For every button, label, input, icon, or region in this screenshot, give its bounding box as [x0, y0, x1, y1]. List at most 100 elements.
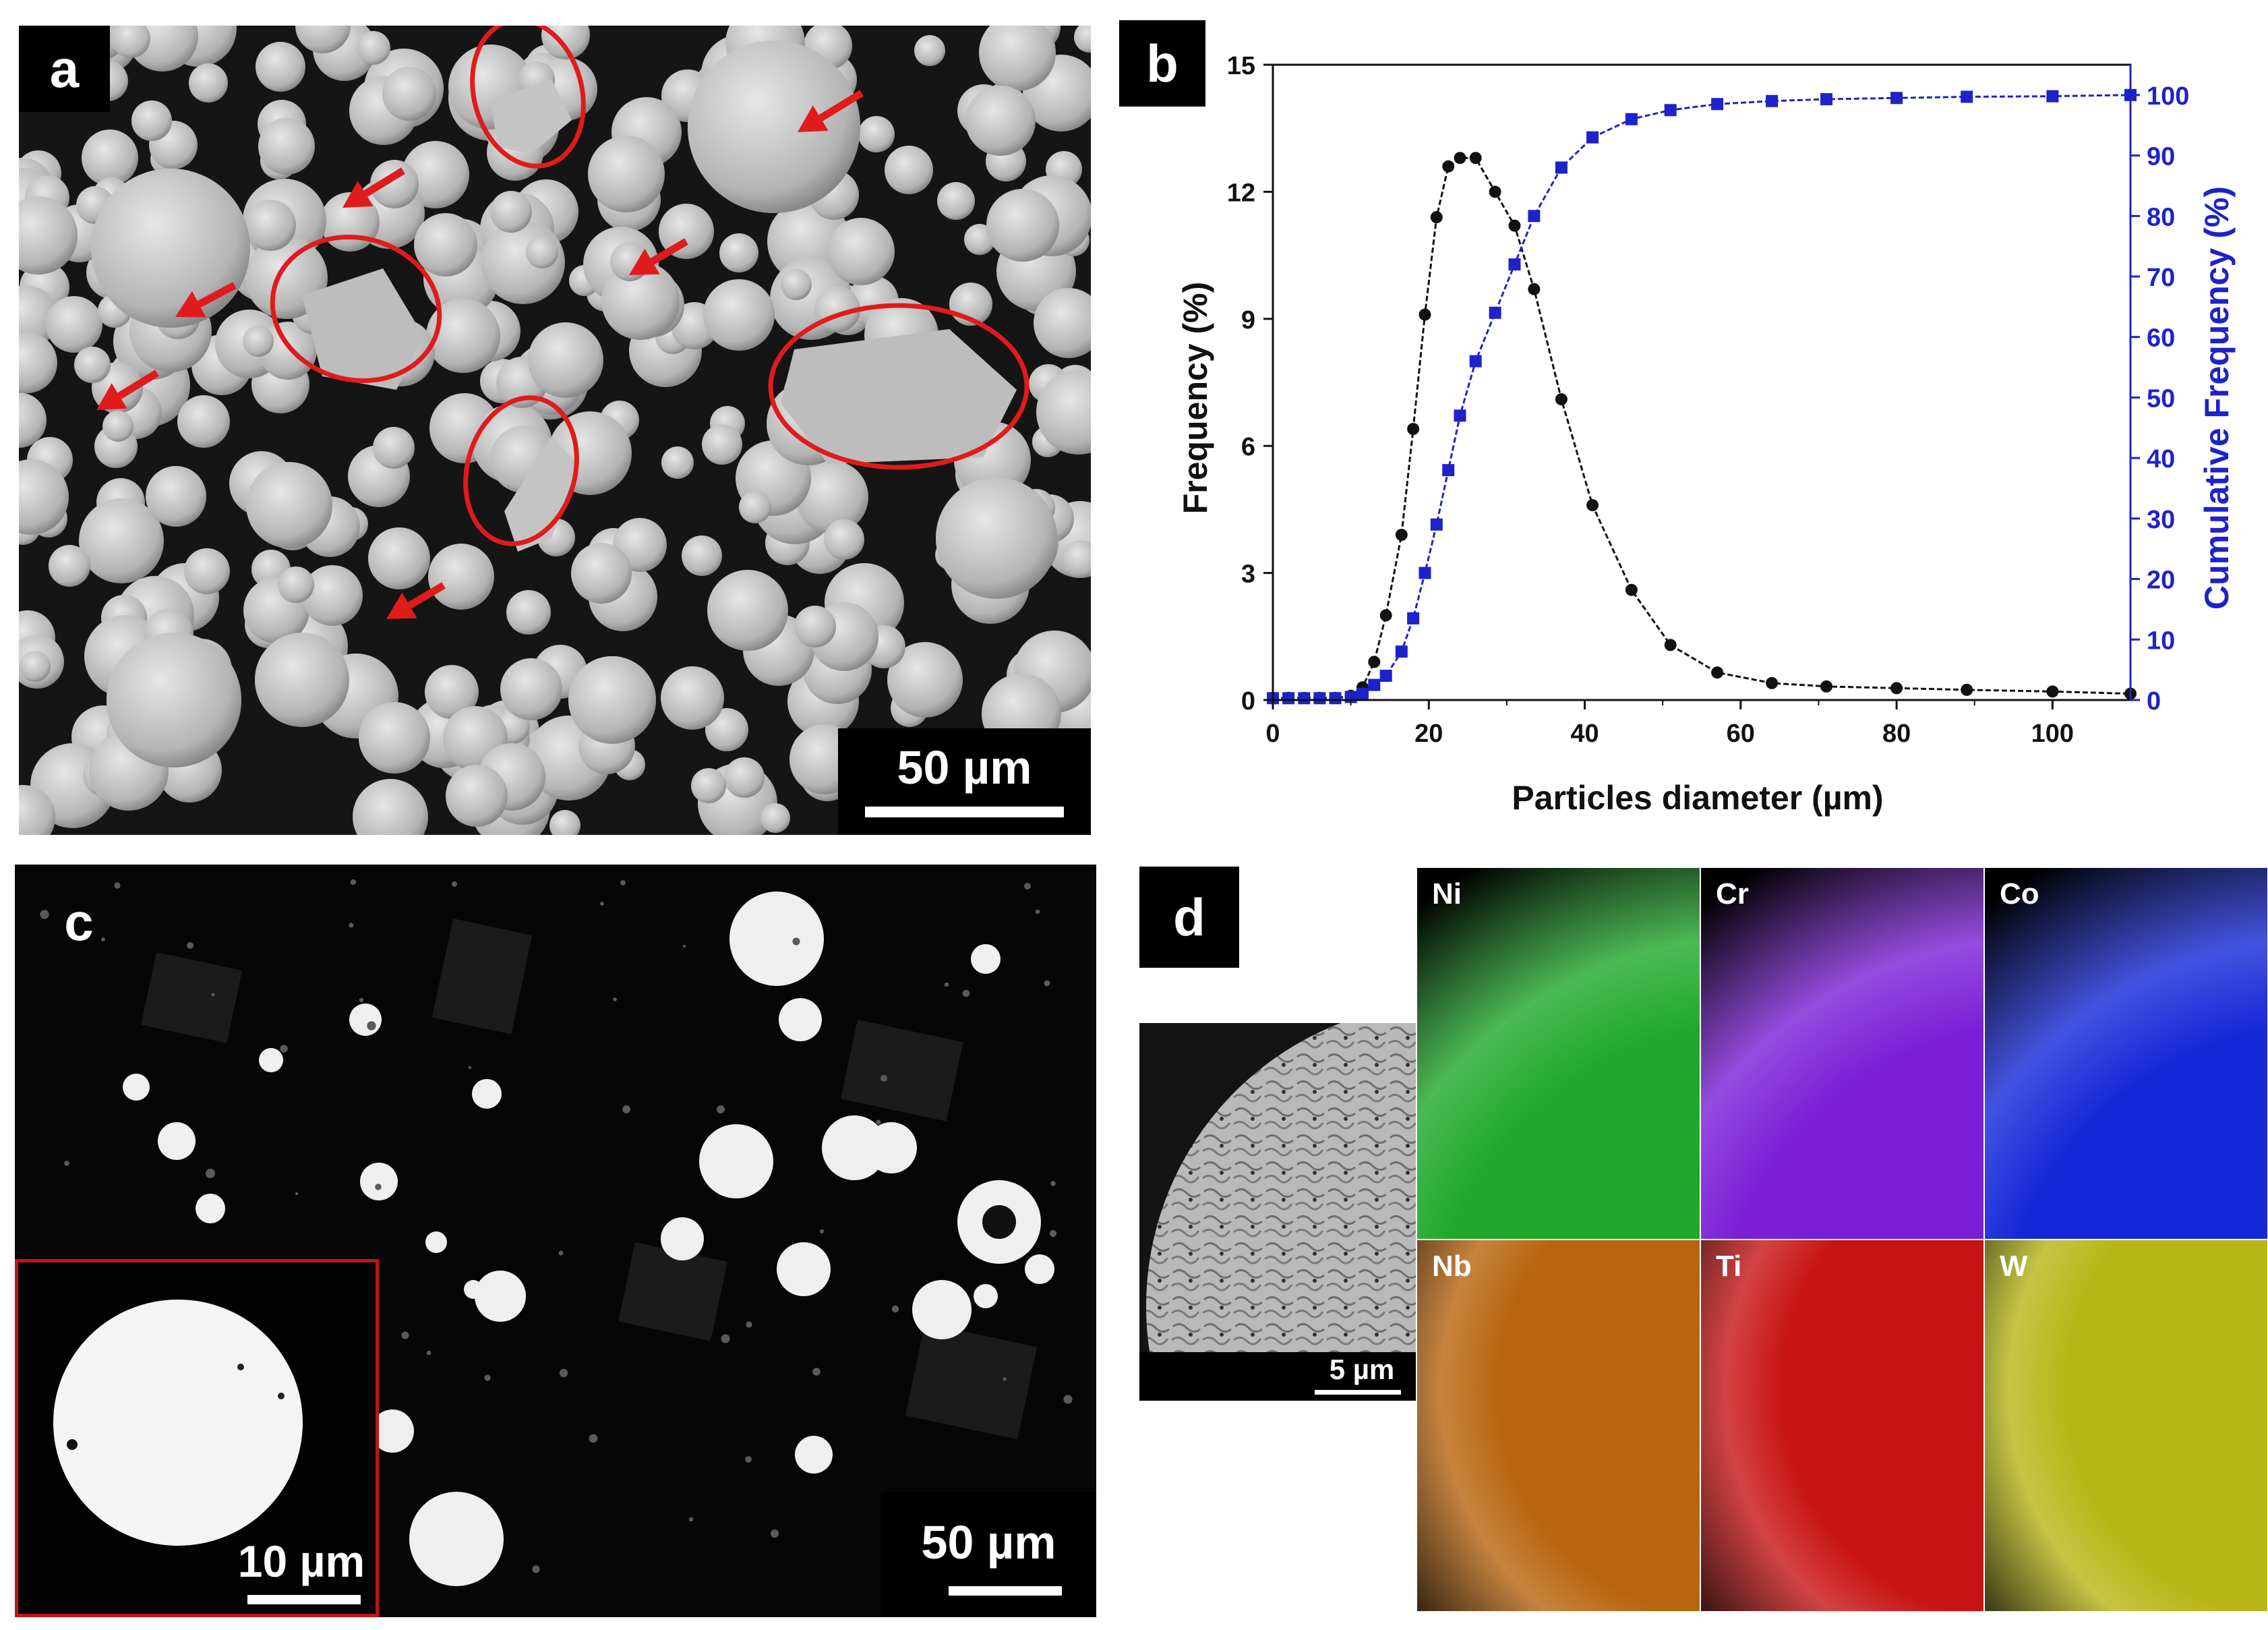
panel-d-scalebar: 5 µm — [1308, 1352, 1416, 1401]
powder-particle — [490, 191, 532, 233]
x-tick-label: 60 — [1727, 720, 1755, 748]
powder-particle — [256, 42, 305, 92]
powder-particle — [703, 279, 775, 351]
speck — [600, 902, 604, 906]
panel-a-scalebar-label: 50 µm — [897, 741, 1032, 794]
cumulative-frequency-point — [1395, 645, 1408, 658]
speck — [367, 1021, 376, 1030]
powder-particle — [91, 169, 250, 328]
powder-particle — [824, 519, 864, 560]
cumulative-frequency-point — [1298, 692, 1311, 705]
panel-c-scalebar-label: 50 µm — [921, 1516, 1056, 1569]
speck — [1003, 1377, 1007, 1381]
cumulative-frequency-point — [1766, 94, 1779, 107]
speck — [746, 1321, 752, 1328]
powder-particle — [278, 566, 314, 603]
y2-axis-label: Cumulative Frequency (%) — [2198, 186, 2236, 610]
eds-map-w: W — [1985, 1240, 2267, 1611]
speck — [558, 1250, 564, 1256]
frequency-point — [2046, 685, 2059, 698]
powder-particle — [428, 544, 494, 610]
particle-section — [158, 1122, 196, 1160]
powder-particle — [74, 347, 111, 383]
powder-particle — [588, 136, 665, 212]
highlight-ellipse — [768, 303, 1029, 470]
arrow-icon — [117, 370, 159, 399]
arrow-head-icon — [342, 181, 374, 208]
speck — [1024, 883, 1031, 890]
frequency-point — [1395, 529, 1408, 542]
powder-particle — [661, 446, 694, 479]
powder-particle — [259, 322, 317, 380]
powder-particle — [858, 116, 895, 152]
powder-particle — [936, 477, 1057, 599]
highlight-ellipse — [470, 26, 586, 169]
particle-section — [196, 1194, 225, 1223]
frequency-point — [1820, 680, 1832, 693]
particle-section — [974, 1284, 998, 1308]
powder-particle — [965, 86, 1036, 156]
powder-particle — [19, 785, 55, 835]
speck — [1050, 1181, 1056, 1186]
inset-particle — [53, 1300, 303, 1546]
powder-particle — [255, 633, 349, 727]
powder-particle — [370, 160, 419, 208]
speck — [891, 1305, 899, 1313]
y2-tick-label: 90 — [2147, 143, 2175, 171]
particle-section — [123, 1074, 150, 1101]
speck — [295, 1192, 299, 1196]
powder-particle — [19, 459, 69, 535]
inset-pore — [67, 1439, 78, 1450]
particle-section — [729, 892, 824, 986]
panel-c-inset: 10 µm — [15, 1259, 379, 1617]
particle-section — [777, 1242, 831, 1296]
particle-section — [472, 1079, 502, 1109]
powder-particle — [1062, 540, 1091, 578]
frequency-point — [1711, 666, 1724, 679]
powder-particle — [131, 100, 172, 141]
powder-particle — [295, 26, 351, 53]
inset-scalebar-label: 10 µm — [237, 1536, 365, 1586]
arrow-head-icon — [96, 383, 127, 410]
matrix-grain — [431, 919, 533, 1035]
eds-map-cr: Cr — [1701, 868, 1983, 1239]
particle-section — [349, 1003, 382, 1036]
powder-particle — [402, 141, 469, 208]
eds-map-ni: Ni — [1417, 868, 1700, 1239]
panel-a-scalebar-bar — [865, 807, 1064, 817]
speck — [876, 1119, 881, 1125]
particle-section — [795, 1436, 833, 1474]
irregular-particle — [781, 329, 1017, 464]
powder-particle — [146, 466, 206, 527]
speck — [1044, 980, 1050, 987]
speck — [620, 880, 626, 885]
powder-particle — [571, 543, 632, 604]
panel-c-scalebar: 50 µm — [881, 1492, 1096, 1617]
speck — [745, 1456, 752, 1463]
speck — [559, 1368, 568, 1378]
particle-section — [259, 1048, 283, 1072]
powder-particle — [691, 768, 726, 803]
panel-d-scalebar-bar — [1315, 1390, 1401, 1395]
y2-tick-label: 40 — [2147, 445, 2175, 473]
x-tick-label: 80 — [1882, 720, 1911, 748]
panel-d-eds-maps: d 5 µm Ni Cr Co Nb Ti W — [1139, 867, 2268, 1622]
powder-particle — [414, 213, 477, 276]
speck — [401, 1331, 409, 1339]
panel-a-label: a — [19, 26, 110, 112]
powder-particle — [885, 146, 933, 194]
powder-particle — [682, 535, 722, 576]
cumulative-frequency-point — [1586, 131, 1599, 144]
eds-map-nb: Nb — [1417, 1240, 1700, 1611]
speck — [451, 881, 458, 887]
frequency-point — [1961, 683, 1973, 696]
powder-particle — [19, 332, 57, 393]
powder-particle — [688, 40, 860, 213]
powder-particle — [601, 262, 680, 340]
powder-particle — [986, 189, 1059, 262]
cumulative-frequency-point — [1282, 692, 1295, 705]
highlight-ellipse — [270, 235, 442, 383]
powder-particle — [702, 424, 742, 465]
speck — [770, 1529, 779, 1538]
cumulative-frequency-point — [1442, 464, 1455, 477]
